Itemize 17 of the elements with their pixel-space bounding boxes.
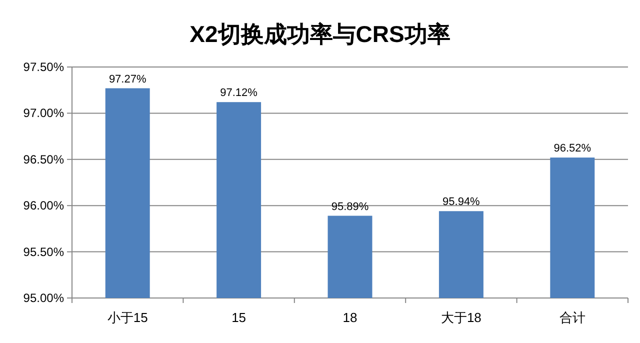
- x-tick-label: 18: [342, 310, 358, 325]
- x-tick-label: 大于18: [440, 310, 482, 325]
- y-tick-label: 97.00%: [23, 106, 64, 120]
- x-tick-label: 15: [232, 310, 246, 325]
- data-label: 96.52%: [554, 142, 592, 155]
- y-tick-label: 96.50%: [23, 152, 64, 166]
- chart-title: X2切换成功率与CRS功率: [190, 21, 450, 47]
- data-label: 97.12%: [220, 87, 258, 100]
- x-tick-label: 小于15: [107, 310, 148, 325]
- y-tick-label: 95.50%: [23, 244, 64, 259]
- y-tick-label: 96.00%: [23, 198, 64, 213]
- data-label: 95.94%: [442, 196, 480, 208]
- x-tick-label: 合计: [559, 310, 586, 325]
- data-label: 97.27%: [108, 73, 146, 86]
- y-tick-label: 95.00%: [23, 291, 64, 305]
- data-label: 95.89%: [331, 200, 369, 213]
- y-tick-label: 97.50%: [23, 60, 64, 74]
